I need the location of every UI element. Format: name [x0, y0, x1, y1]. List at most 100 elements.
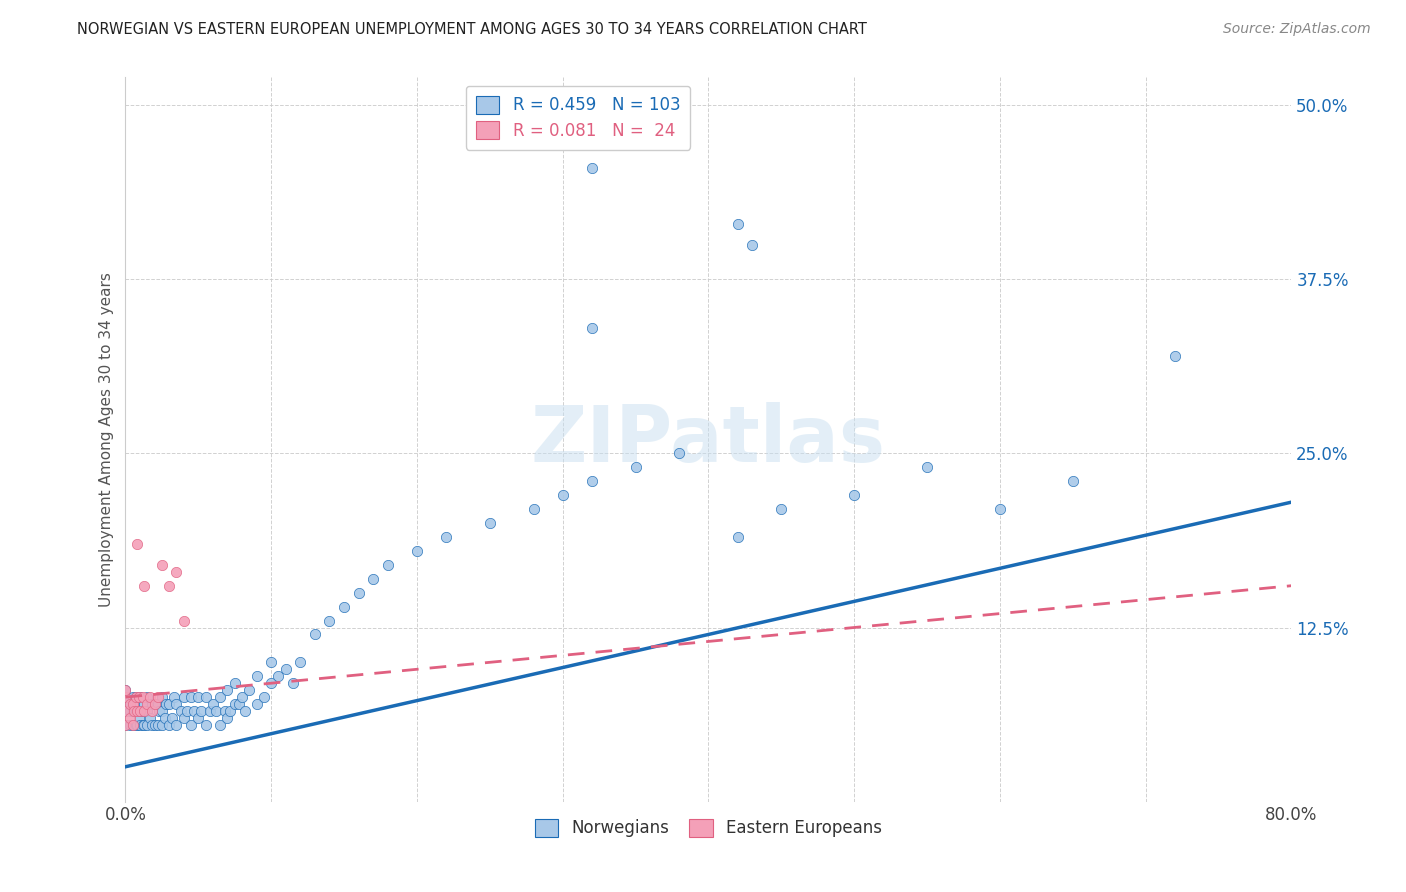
Point [136, 718, 159, 732]
Point [118, 711, 141, 725]
Point [333, 599, 356, 614]
Point [121, 718, 143, 732]
Point [139, 690, 162, 705]
Y-axis label: Unemployment Among Ages 30 to 34 years: Unemployment Among Ages 30 to 34 years [100, 272, 114, 607]
Point [114, 683, 136, 698]
Point [122, 704, 145, 718]
Point [132, 704, 155, 718]
Point [727, 530, 749, 544]
Point [128, 690, 150, 705]
Point [136, 704, 159, 718]
Point [190, 704, 212, 718]
Point [124, 704, 146, 718]
Point [209, 718, 232, 732]
Point [361, 572, 384, 586]
Point [581, 161, 603, 175]
Point [118, 704, 141, 718]
Point [170, 704, 193, 718]
Point [124, 690, 146, 705]
Point [770, 502, 793, 516]
Point [124, 718, 146, 732]
Point [727, 217, 749, 231]
Point [347, 585, 370, 599]
Point [153, 711, 176, 725]
Point [304, 627, 326, 641]
Point [155, 697, 177, 711]
Text: Source: ZipAtlas.com: Source: ZipAtlas.com [1223, 22, 1371, 37]
Point [205, 704, 228, 718]
Point [124, 690, 146, 705]
Point [134, 697, 156, 711]
Point [129, 704, 152, 718]
Point [121, 690, 143, 705]
Point [128, 711, 150, 725]
Point [183, 704, 205, 718]
Point [581, 475, 603, 489]
Point [134, 579, 156, 593]
Point [146, 690, 169, 705]
Point [114, 704, 136, 718]
Point [741, 237, 763, 252]
Point [209, 690, 232, 705]
Point [127, 537, 149, 551]
Point [194, 690, 217, 705]
Point [281, 676, 304, 690]
Point [121, 704, 143, 718]
Point [581, 321, 603, 335]
Point [915, 460, 938, 475]
Point [624, 460, 647, 475]
Point [173, 711, 195, 725]
Point [143, 697, 166, 711]
Point [988, 502, 1011, 516]
Point [551, 488, 574, 502]
Point [150, 690, 173, 705]
Point [260, 676, 283, 690]
Point [173, 614, 195, 628]
Point [842, 488, 865, 502]
Point [214, 704, 236, 718]
Point [114, 690, 136, 705]
Point [274, 662, 297, 676]
Point [121, 697, 143, 711]
Point [406, 544, 429, 558]
Point [478, 516, 501, 530]
Point [114, 718, 136, 732]
Point [136, 690, 159, 705]
Point [260, 656, 283, 670]
Point [180, 690, 202, 705]
Point [127, 718, 149, 732]
Point [121, 718, 143, 732]
Point [139, 711, 162, 725]
Point [128, 690, 150, 705]
Point [228, 697, 250, 711]
Point [238, 683, 260, 698]
Point [132, 718, 155, 732]
Point [217, 683, 239, 698]
Point [166, 697, 188, 711]
Point [231, 690, 253, 705]
Point [114, 683, 136, 698]
Point [176, 704, 198, 718]
Point [246, 697, 269, 711]
Point [150, 558, 173, 572]
Point [180, 718, 202, 732]
Point [129, 718, 152, 732]
Point [157, 697, 180, 711]
Point [1062, 475, 1084, 489]
Point [141, 697, 163, 711]
Point [141, 718, 163, 732]
Point [267, 669, 290, 683]
Point [434, 530, 457, 544]
Point [136, 697, 159, 711]
Point [118, 697, 141, 711]
Point [194, 718, 217, 732]
Point [129, 690, 152, 705]
Point [173, 690, 195, 705]
Point [1164, 349, 1187, 363]
Point [318, 614, 340, 628]
Point [134, 718, 156, 732]
Point [522, 502, 544, 516]
Point [377, 558, 399, 572]
Point [162, 690, 184, 705]
Point [160, 711, 183, 725]
